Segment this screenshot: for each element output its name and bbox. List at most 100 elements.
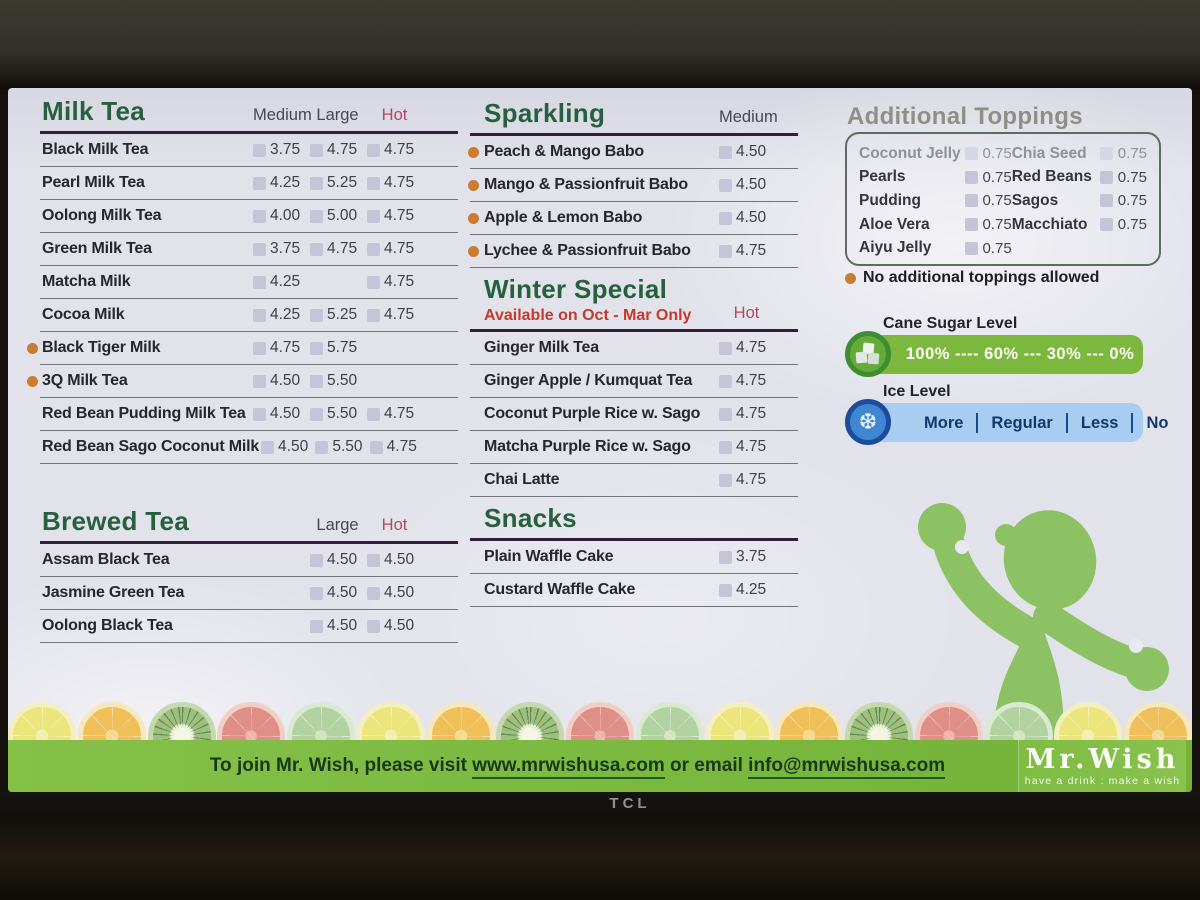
price-checkbox-icon: [964, 170, 978, 184]
price-value: 4.25: [270, 273, 301, 290]
price-cell: 4.50: [253, 372, 308, 390]
price-checkbox-icon: [719, 244, 732, 258]
price-value: 4.50: [327, 617, 358, 634]
price-cell: 4.75: [367, 306, 422, 324]
price-cell: 4.75: [719, 471, 774, 489]
price-cell: 4.75: [367, 174, 422, 192]
price-checkbox-icon: [310, 407, 323, 421]
tv-bottom-bezel: [0, 792, 1200, 900]
price-cell: 4.25: [719, 581, 774, 599]
menu-item-name: Black Milk Tea: [42, 141, 149, 158]
price-value: 4.50: [384, 551, 415, 568]
topping-name: Pudding: [859, 191, 921, 209]
brand-logo-name: Mr.Wish: [1025, 743, 1180, 775]
price-cell: 3.75: [253, 141, 308, 159]
section-header: Sparkling Medium: [470, 98, 798, 136]
price-checkbox-icon: [253, 209, 266, 223]
price-cell: 5.50: [315, 438, 367, 456]
price-value: 5.50: [327, 405, 358, 422]
price-value: 4.75: [384, 306, 415, 323]
price-checkbox-icon: [719, 145, 732, 159]
price-checkbox-icon: [367, 143, 380, 157]
price-checkbox-icon: [367, 242, 380, 256]
price-cell: 4.75: [367, 141, 422, 159]
price-cell: 5.25: [310, 174, 365, 192]
price-value: 4.75: [384, 405, 415, 422]
topping-name: Macchiato: [1011, 215, 1088, 233]
menu-item-row: Plain Waffle Cake 3.75: [470, 541, 798, 574]
section-title: Milk Tea: [42, 96, 146, 126]
price-checkbox-icon: [1099, 218, 1113, 232]
section-title: Winter Special: [484, 274, 668, 304]
lemon-slice-icon: [356, 702, 425, 740]
tv-screen: Milk Tea Medium Large Hot Black Milk Tea 3.75…: [8, 88, 1192, 792]
no-toppings-dot-icon: [468, 212, 479, 224]
price-cell: 4.75: [310, 141, 365, 159]
menu-item-row: Peach & Mango Babo 4.50: [468, 136, 798, 169]
kiwi-slice-icon: [845, 702, 913, 740]
price-checkbox-icon: [253, 374, 266, 388]
price-cell: 4.50: [719, 176, 774, 194]
price-cell: 4.25: [253, 306, 308, 324]
price-checkbox-icon: [367, 407, 380, 421]
column-label-large: Large: [316, 516, 359, 534]
menu-item-name: Apple & Lemon Babo: [484, 209, 643, 226]
topping-name: Coconut Jelly: [859, 144, 961, 162]
price-cell: 4.50: [367, 584, 422, 602]
topping-price: 0.75: [982, 168, 1012, 186]
price-value: 4.75: [736, 471, 767, 488]
room-ceiling: [0, 0, 1200, 90]
price-value: 5.25: [327, 306, 358, 323]
price-checkbox-icon: [367, 308, 380, 322]
menu-item-name: Cocoa Milk: [42, 306, 125, 323]
price-value: 4.75: [384, 273, 415, 290]
menu-item-row: Mango & Passionfruit Babo 4.50: [468, 169, 798, 202]
price-cell: 4.75: [719, 372, 774, 390]
price-value: 3.75: [270, 240, 301, 257]
price-cell: 4.50: [367, 617, 422, 635]
lemon-slice-icon: [8, 702, 76, 740]
price-checkbox-icon: [964, 147, 978, 161]
price-value: 4.50: [327, 551, 358, 568]
price-checkbox-icon: [253, 176, 266, 190]
price-cell: 4.75: [367, 273, 422, 291]
section-subtitle: Available on Oct - Mar Only: [484, 307, 692, 324]
ice-option-regular: Regular: [976, 412, 1065, 433]
price-cell: 4.75: [253, 339, 308, 357]
column-label-large: Large: [316, 106, 359, 124]
topping-row: Aloe Vera 0.75: [859, 213, 1012, 237]
price-cell: 4.50: [719, 143, 774, 161]
banner-text-prefix: To join Mr. Wish, please visit: [209, 755, 473, 776]
orange-slice-icon: [775, 702, 844, 740]
price-checkbox-icon: [1099, 194, 1113, 208]
price-cell: 4.75: [369, 438, 422, 456]
ice-option-less: Less: [1065, 412, 1132, 433]
price-cell: 5.00: [310, 207, 365, 225]
sugar-scale-text: 100% ---- 60% --- 30% --- 0%: [905, 345, 1135, 363]
grapefruit-slice-icon: [217, 702, 286, 740]
snowflake-icon: ❆: [845, 399, 891, 445]
menu-item-row: Apple & Lemon Babo 4.50: [468, 202, 798, 235]
section-header: Winter Special Available on Oct - Mar Onl…: [470, 274, 798, 332]
price-value: 5.75: [327, 339, 358, 356]
menu-item-row: Lychee & Passionfruit Babo 4.75: [468, 235, 798, 268]
price-cell: 4.25: [253, 174, 308, 192]
toppings-left-column: Coconut Jelly 0.75 Pearls 0.75 Pudding 0.75 Al…: [859, 142, 1012, 257]
price-checkbox-icon: [310, 176, 323, 190]
price-value: 5.25: [327, 174, 358, 191]
price-cell: 4.75: [719, 438, 774, 456]
topping-price: 0.75: [982, 192, 1012, 210]
price-checkbox-icon: [1099, 170, 1113, 184]
price-checkbox-icon: [261, 440, 275, 454]
brand-logo: Mr.Wish have a drink : make a wish: [1018, 740, 1186, 792]
menu-item-name: Chai Latte: [484, 471, 560, 488]
fruit-slice-border: [8, 699, 1192, 740]
toppings-right-column: Chia Seed 0.75 Red Beans 0.75 Sagos 0.75 Macch…: [1012, 142, 1147, 256]
topping-row: Coconut Jelly 0.75: [859, 142, 1012, 166]
menu-item-name: 3Q Milk Tea: [42, 372, 128, 389]
price-cell: 3.75: [719, 548, 774, 566]
price-value: 4.75: [736, 339, 767, 356]
footer-banner: To join Mr. Wish, please visit www.mrwis…: [8, 740, 1192, 792]
menu-item-row: Ginger Milk Tea 4.75: [470, 332, 798, 365]
menu-item-name: Ginger Apple / Kumquat Tea: [484, 372, 693, 389]
